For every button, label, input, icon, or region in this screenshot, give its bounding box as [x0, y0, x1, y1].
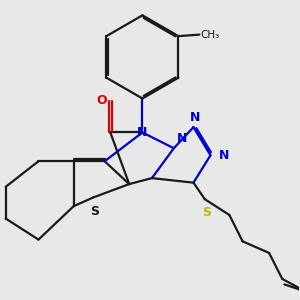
Text: O: O: [97, 94, 107, 107]
Text: N: N: [190, 111, 200, 124]
Text: CH₃: CH₃: [201, 30, 220, 40]
Text: S: S: [202, 206, 211, 219]
Text: N: N: [137, 126, 148, 139]
Text: N: N: [177, 132, 187, 145]
Text: S: S: [90, 205, 99, 218]
Text: N: N: [219, 149, 229, 162]
